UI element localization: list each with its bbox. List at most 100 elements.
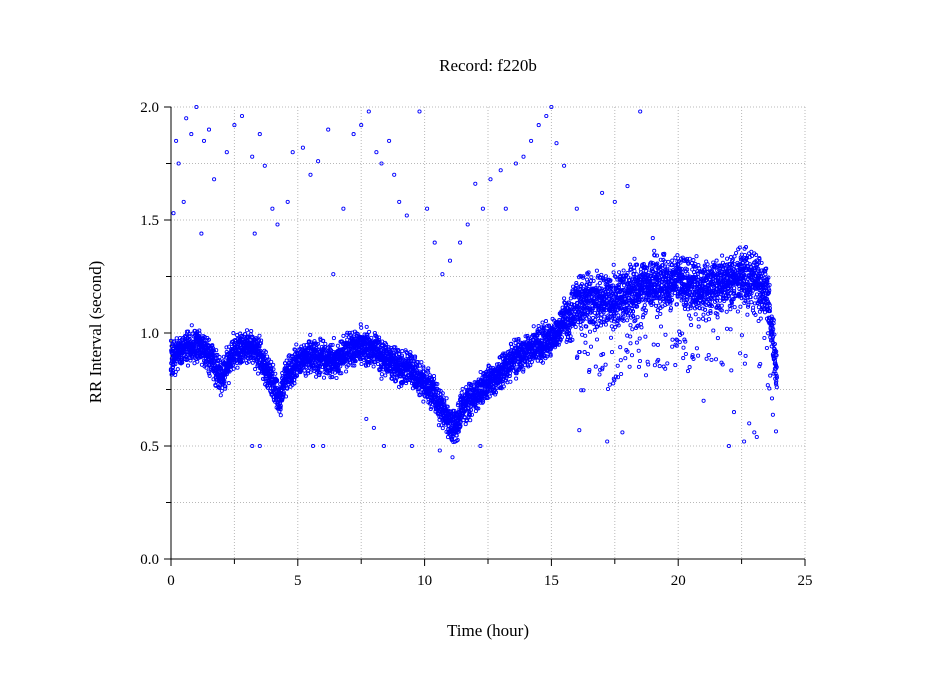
data-point: [336, 367, 341, 372]
data-point: [630, 327, 635, 332]
data-point: [211, 346, 216, 351]
data-point: [185, 363, 191, 368]
data-point: [517, 367, 522, 372]
data-point: [658, 299, 663, 304]
data-point: [500, 379, 505, 384]
data-point: [421, 369, 427, 374]
data-point: [493, 390, 499, 395]
data-point: [412, 356, 417, 361]
data-point: [628, 334, 633, 339]
data-point: [266, 357, 271, 362]
data-point: [379, 376, 384, 381]
data-point: [514, 371, 519, 376]
data-point: [597, 281, 602, 286]
data-point: [235, 365, 240, 370]
data-point: [529, 359, 534, 364]
data-point: [427, 373, 432, 378]
data-point: [476, 406, 481, 411]
data-point: [359, 325, 364, 330]
data-point: [224, 345, 229, 350]
data-point: [283, 394, 289, 399]
data-point: [211, 348, 216, 353]
data-point: [375, 361, 381, 367]
data-point: [618, 345, 623, 350]
data-point: [317, 370, 323, 375]
data-point: [287, 353, 292, 358]
data-point: [352, 363, 357, 368]
data-point: [494, 386, 499, 391]
grid: [171, 106, 806, 559]
data-point: [321, 375, 327, 380]
data-point: [308, 370, 313, 375]
data-point: [218, 393, 223, 398]
data-point: [597, 372, 602, 377]
data-point: [582, 350, 587, 355]
data-point: [369, 335, 374, 340]
data-point: [454, 433, 459, 438]
data-point: [197, 331, 202, 336]
data-point: [654, 315, 660, 320]
data-point: [488, 365, 493, 370]
data-point: [455, 403, 460, 408]
data-point: [321, 338, 326, 343]
data-point: [592, 310, 597, 315]
data-point: [217, 355, 222, 360]
data-point: [585, 351, 590, 356]
data-point: [316, 341, 321, 346]
data-point: [639, 325, 644, 330]
data-point: [613, 325, 618, 330]
data-point: [221, 354, 226, 359]
data-point: [543, 319, 549, 324]
data-point: [617, 270, 622, 275]
data-point: [206, 369, 211, 374]
data-point: [180, 360, 185, 365]
data-point: [609, 324, 614, 329]
data-point: [347, 330, 352, 335]
data-point: [383, 373, 388, 378]
data-point: [304, 343, 309, 348]
data-point: [273, 371, 278, 376]
data-point: [515, 368, 520, 373]
data-point: [331, 336, 336, 341]
data-point: [637, 336, 642, 341]
data-point: [632, 268, 637, 274]
data-point: [390, 376, 395, 381]
data-point: [386, 345, 391, 350]
data-point: [226, 344, 232, 349]
data-point: [195, 359, 200, 364]
data-point: [463, 422, 468, 427]
data-point: [271, 367, 276, 372]
data-point: [316, 347, 322, 352]
data-point: [269, 366, 274, 371]
data-point: [395, 348, 400, 353]
data-point: [467, 412, 472, 417]
data-point: [207, 371, 212, 376]
data-point: [632, 256, 637, 261]
data-point: [341, 333, 346, 338]
data-point: [327, 369, 333, 374]
data-point: [618, 358, 623, 363]
data-point: [255, 359, 260, 365]
data-point: [468, 418, 473, 423]
data-point: [512, 337, 517, 342]
data-point: [459, 390, 464, 395]
data-point: [294, 373, 300, 378]
data-point: [240, 335, 245, 340]
data-point: [523, 363, 528, 368]
data-point: [436, 423, 441, 428]
data-point: [206, 337, 211, 342]
data-point: [359, 361, 364, 367]
data-point: [258, 350, 263, 355]
data-point: [254, 337, 259, 342]
data-point: [628, 341, 633, 346]
data-point: [462, 415, 467, 420]
data-point: [219, 388, 224, 393]
data-point: [258, 348, 263, 353]
data-point: [392, 353, 397, 358]
data-point: [259, 338, 264, 343]
data-point: [408, 350, 413, 355]
data-point: [587, 329, 593, 334]
data-point: [284, 363, 289, 369]
data-point: [652, 248, 657, 253]
data-point: [253, 367, 258, 372]
